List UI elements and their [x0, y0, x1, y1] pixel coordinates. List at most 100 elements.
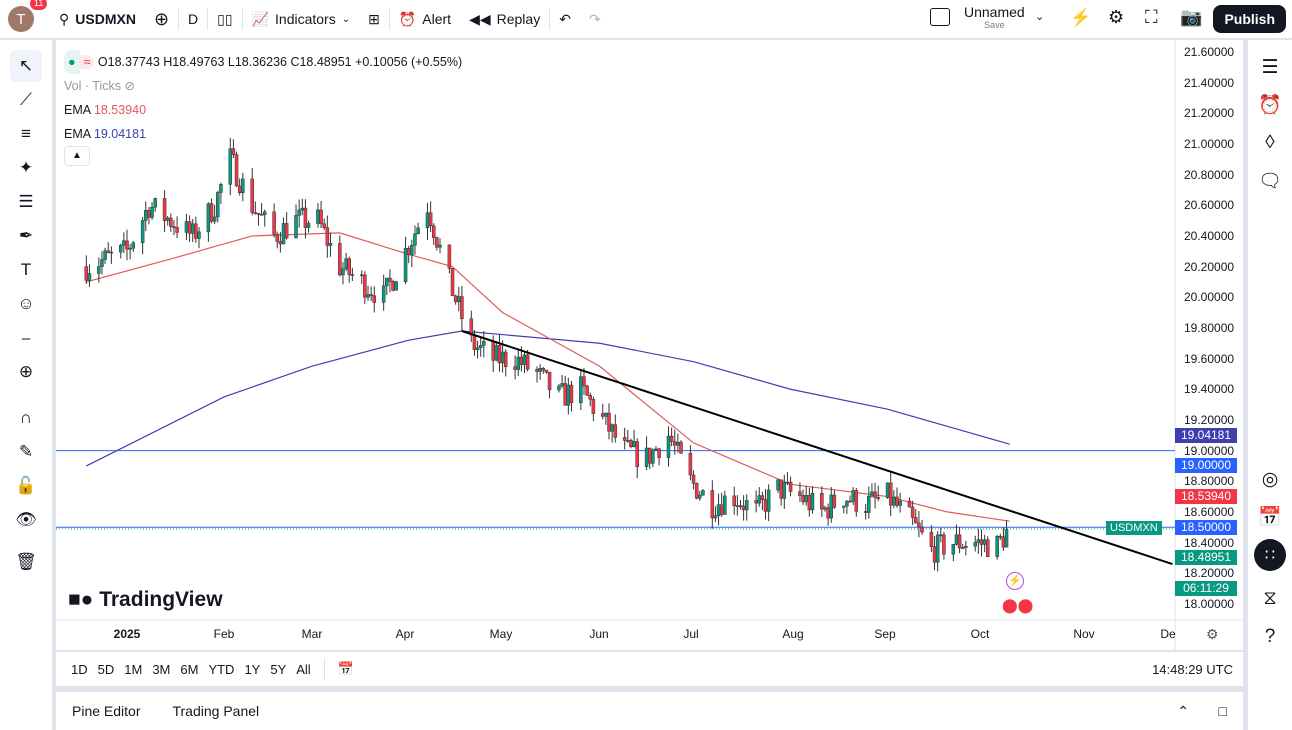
candle-body: [394, 281, 398, 291]
chart-type-button[interactable]: ▯▯: [208, 0, 241, 38]
trendline-icon[interactable]: ⟋: [20, 90, 32, 109]
ema-slow-label[interactable]: EMA: [64, 127, 91, 141]
candle-body: [820, 492, 824, 510]
candle-body: [691, 474, 696, 484]
cursor-icon[interactable]: ↖: [10, 50, 42, 82]
lightning-icon[interactable]: ⚡: [1006, 572, 1024, 590]
help-icon[interactable]: ?: [1264, 626, 1276, 647]
compare-button[interactable]: ⊕: [145, 0, 178, 38]
interval-button[interactable]: D: [188, 11, 199, 27]
candle-body: [425, 212, 430, 229]
tab-trading-panel[interactable]: Trading Panel: [172, 703, 260, 719]
symbol-search-button[interactable]: ⚲ USDMXN: [59, 10, 136, 28]
candle-body: [738, 505, 743, 507]
lock-drawing-icon[interactable]: ✎: [18, 442, 34, 461]
indicators-button[interactable]: 📈 Indicators ⌄: [251, 10, 351, 28]
camera-icon[interactable]: 📷: [1180, 7, 1203, 27]
clock[interactable]: 14:48:29 UTC: [1152, 661, 1233, 677]
undo-button[interactable]: ↶: [550, 0, 580, 38]
candle-body: [206, 203, 211, 233]
lock-icon[interactable]: 🔓: [15, 476, 37, 495]
chevron-up-icon[interactable]: ⌃: [1177, 702, 1189, 719]
range-ytd[interactable]: YTD: [208, 661, 235, 677]
price-tick: 19.00000: [1184, 443, 1235, 458]
fib-icon[interactable]: ☰: [18, 192, 34, 211]
settings-icon[interactable]: ⚙: [1108, 7, 1125, 27]
candle-body: [807, 495, 812, 511]
chevron-down-icon[interactable]: ⌄: [1035, 11, 1045, 23]
candle-body: [190, 223, 195, 234]
trash-icon[interactable]: 🗑: [15, 552, 37, 571]
apps-grid-icon[interactable]: ∷: [1248, 536, 1292, 574]
fullscreen-icon[interactable]: ⛶: [1145, 7, 1158, 27]
range-1y[interactable]: 1Y: [244, 661, 261, 677]
publish-button[interactable]: Publish: [1213, 5, 1286, 33]
events-flags-icon[interactable]: ⬤⬤: [1002, 597, 1034, 613]
alerts-clock-icon[interactable]: ⏰: [1258, 95, 1282, 116]
range-5d[interactable]: 5D: [97, 661, 115, 677]
candle-body: [823, 507, 827, 510]
candle-body: [760, 495, 765, 500]
emoji-icon[interactable]: ☺: [17, 294, 35, 313]
candle-body: [128, 247, 132, 250]
time-axis-settings-icon[interactable]: ⚙: [1206, 626, 1219, 642]
candle-body: [801, 495, 805, 503]
maximize-icon[interactable]: □: [1218, 703, 1227, 719]
ema-fast-label[interactable]: EMA: [64, 103, 91, 117]
calendar-icon[interactable]: 📅: [1258, 507, 1282, 528]
candle-body: [845, 500, 849, 507]
volume-label[interactable]: Vol · Ticks: [64, 79, 121, 93]
candle-body: [541, 368, 546, 371]
candle-body: [723, 495, 727, 515]
ruler-icon[interactable]: ⎯: [21, 328, 31, 347]
brush-icon[interactable]: ✒: [18, 226, 34, 245]
quick-search-icon[interactable]: ⚡: [1070, 8, 1092, 27]
candle-body: [960, 547, 965, 549]
candle-body: [582, 376, 586, 387]
layout-square-icon[interactable]: [930, 8, 950, 26]
candles-icon: ▯▯: [217, 10, 233, 27]
candle-body: [162, 198, 167, 221]
range-6m[interactable]: 6M: [180, 661, 199, 677]
range-all[interactable]: All: [296, 661, 311, 677]
redo-button[interactable]: ↷: [580, 0, 610, 38]
signal-icon[interactable]: ⧖: [1263, 588, 1277, 609]
tv-logo-icon: ■●: [68, 588, 94, 611]
tab-pine-editor[interactable]: Pine Editor: [72, 703, 141, 719]
candle-body: [97, 266, 101, 274]
layouts-button[interactable]: ⊞: [359, 0, 389, 38]
layers-icon[interactable]: ◊: [1265, 132, 1275, 153]
range-1d[interactable]: 1D: [71, 661, 88, 677]
layout-name-button[interactable]: Unnamed Save: [964, 4, 1025, 30]
range-3m[interactable]: 3M: [152, 661, 171, 677]
magnet-icon[interactable]: ∩: [19, 408, 33, 427]
hidden-eye-icon[interactable]: ⊘: [124, 79, 135, 93]
pattern-icon[interactable]: ✦: [18, 158, 34, 177]
candle-body: [303, 207, 308, 228]
candle-body: [557, 385, 561, 391]
candle-body: [100, 259, 104, 267]
chart-pane[interactable]: ● ≈ O18.37743 H18.49763 L18.36236 C18.489…: [56, 40, 1243, 650]
watchlist-icon[interactable]: ☰: [1261, 56, 1279, 78]
candle-body: [979, 539, 984, 545]
candle-body: [184, 221, 189, 233]
text-icon[interactable]: T: [20, 260, 32, 279]
candle-body: [716, 504, 721, 516]
eye-icon[interactable]: 👁: [15, 510, 37, 529]
candle-body: [676, 441, 680, 446]
avatar[interactable]: T 11: [8, 0, 48, 32]
horizontal-lines-icon[interactable]: ≡: [21, 124, 31, 143]
chat-icon[interactable]: 🗨: [1257, 171, 1283, 192]
candle-body: [322, 223, 326, 228]
collapse-legend-button[interactable]: ▲: [64, 146, 90, 166]
alert-button[interactable]: ⏰ Alert: [398, 10, 452, 28]
replay-button[interactable]: ◀◀ Replay: [469, 10, 541, 28]
zoom-in-icon[interactable]: ⊕: [18, 362, 34, 381]
range-5y[interactable]: 5Y: [270, 661, 287, 677]
goto-date-icon[interactable]: 📅: [337, 661, 354, 676]
range-1m[interactable]: 1M: [124, 661, 143, 677]
candle-body: [629, 440, 633, 447]
candle-body: [588, 395, 592, 400]
target-icon[interactable]: ◎: [1261, 468, 1279, 490]
price-chart[interactable]: [56, 40, 1243, 650]
